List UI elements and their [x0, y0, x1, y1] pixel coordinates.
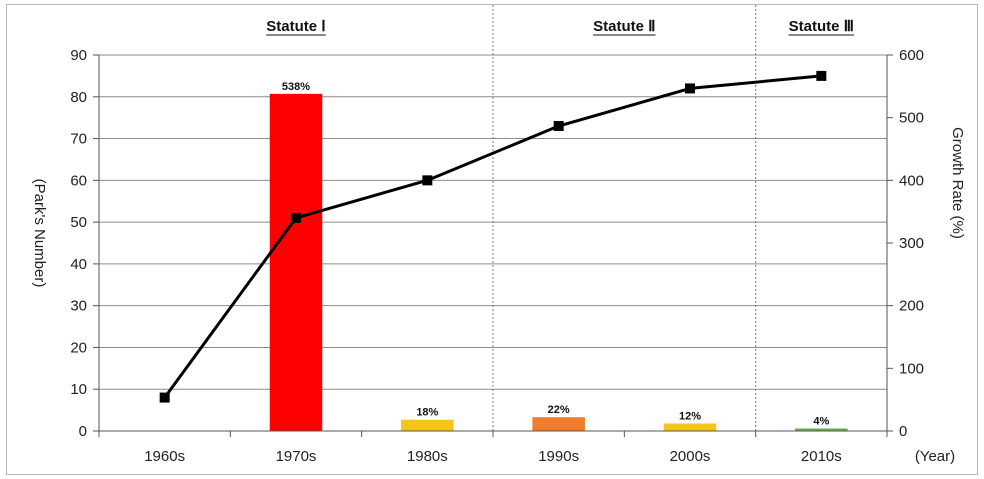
chart-texts: 0 10 20 30 40 50 60 70 80 90 0 100 200 300 400 500 600 53… [31, 18, 966, 465]
right-tick-label: 100 [899, 360, 924, 377]
axes [93, 54, 893, 437]
park-number-point [553, 121, 564, 132]
left-axis-title: (Park's Number) [31, 179, 48, 288]
left-tick-label: 20 [70, 339, 87, 356]
x-tick-label: 1970s [276, 448, 317, 465]
right-tick-label: 600 [899, 47, 924, 64]
left-tick-label: 10 [70, 381, 87, 398]
left-tick-label: 60 [70, 172, 87, 189]
left-tick-label: 90 [70, 47, 87, 64]
park-number-line [159, 70, 827, 403]
right-tick-label: 400 [899, 172, 924, 189]
growth-rate-bar [401, 419, 454, 431]
bar-data-label: 22% [548, 404, 570, 416]
left-tick-label: 80 [70, 89, 87, 106]
statute-label: Statute Ⅰ [266, 18, 325, 35]
growth-rate-bar [795, 428, 848, 431]
statute-separators [492, 5, 757, 431]
bar-data-label: 18% [416, 407, 438, 419]
park-number-point [291, 212, 301, 223]
x-tick-label: 1990s [538, 448, 579, 465]
bar-data-label: 12% [679, 410, 701, 422]
right-tick-label: 300 [899, 235, 924, 252]
right-tick-label: 0 [899, 423, 907, 440]
statute-label: Statute Ⅲ [789, 18, 854, 35]
bar-data-label: 4% [813, 415, 829, 427]
x-tick-label: 2010s [801, 448, 842, 465]
park-number-point [816, 70, 827, 81]
left-tick-label: 40 [70, 256, 87, 273]
statute-label: Statute Ⅱ [593, 18, 655, 35]
left-tick-label: 30 [70, 298, 87, 315]
park-number-point [422, 175, 433, 186]
left-tick-label: 50 [70, 214, 87, 231]
right-axis-title: Growth Rate (%) [949, 127, 966, 239]
chart-frame: 0 10 20 30 40 50 60 70 80 90 0 100 200 300 400 500 600 53… [6, 4, 978, 475]
right-tick-label: 200 [899, 298, 924, 315]
chart: 0 10 20 30 40 50 60 70 80 90 0 100 200 300 400 500 600 53… [31, 5, 966, 465]
growth-rate-bar [663, 423, 717, 431]
right-tick-label: 500 [899, 110, 924, 127]
left-tick-label: 0 [79, 423, 87, 440]
x-tick-label: 1960s [144, 448, 185, 465]
x-axis-title: (Year) [915, 448, 955, 465]
growth-rate-bar [532, 417, 585, 431]
left-tick-label: 70 [70, 131, 87, 148]
x-tick-label: 2000s [670, 448, 711, 465]
growth-rate-bars [269, 93, 848, 431]
park-number-point [685, 83, 695, 94]
x-tick-label: 1980s [407, 448, 448, 465]
growth-rate-bar [269, 93, 323, 431]
bar-data-label: 538% [282, 81, 310, 93]
park-number-line-path [163, 74, 822, 399]
park-number-point [159, 392, 170, 403]
